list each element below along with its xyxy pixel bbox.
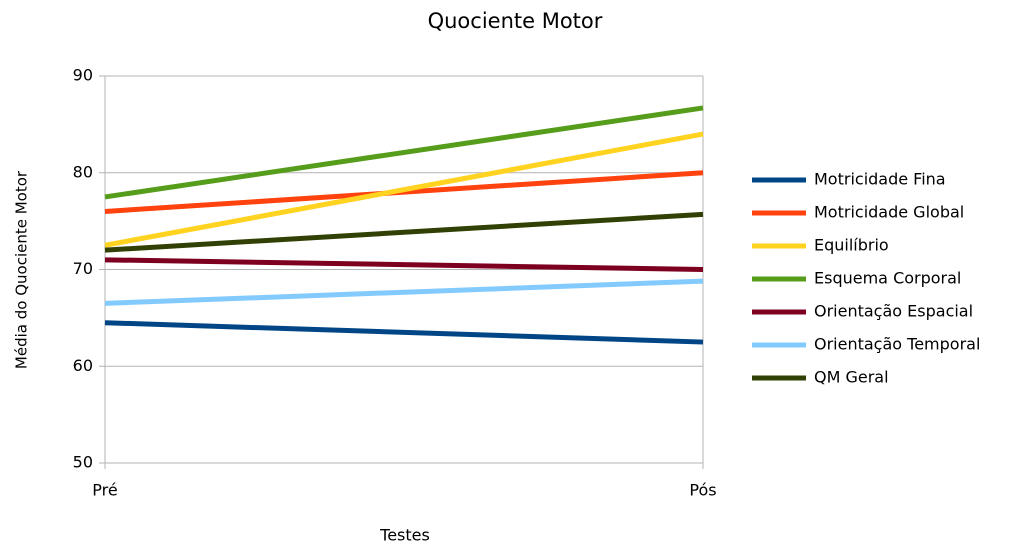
series-line [104, 131, 704, 248]
y-axis-label: Média do Quociente Motor [13, 170, 31, 369]
x-tick-label: Pré [92, 481, 117, 500]
series-line [104, 211, 704, 253]
legend-label: QM Geral [814, 368, 889, 387]
legend-label: Motricidade Global [814, 203, 964, 222]
legend-label: Orientação Temporal [814, 335, 980, 354]
series-line [104, 257, 704, 272]
x-tick-label: Pós [689, 481, 716, 500]
legend-label: Equilíbrio [814, 236, 889, 255]
series-line [104, 320, 704, 345]
x-axis-label: Testes [379, 526, 430, 545]
y-tick-label: 90 [73, 66, 93, 85]
chart-title: Quociente Motor [428, 9, 603, 33]
legend-label: Orientação Espacial [814, 302, 973, 321]
y-tick-label: 80 [73, 162, 93, 181]
legend-label: Motricidade Fina [814, 170, 946, 189]
series-line [104, 278, 704, 306]
legend-label: Esquema Corporal [814, 269, 961, 288]
y-tick-label: 60 [73, 356, 93, 375]
y-tick-label: 70 [73, 259, 93, 278]
y-tick-label: 50 [73, 453, 93, 472]
series-line [104, 105, 704, 200]
